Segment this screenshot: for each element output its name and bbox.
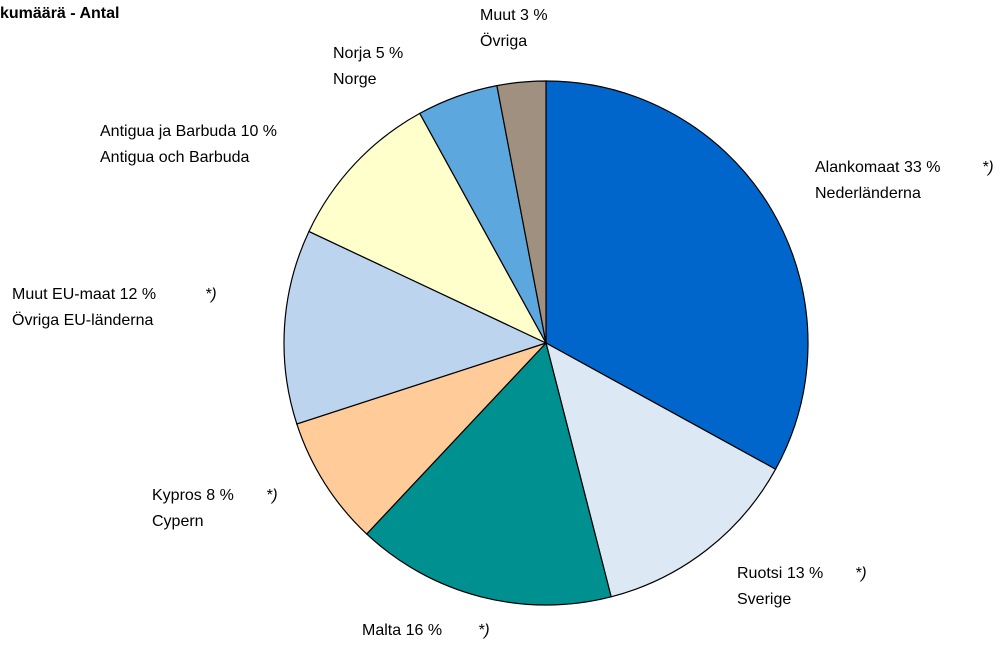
- pie-slice: [296, 342, 547, 535]
- slice-label: Norja 5 %: [333, 45, 403, 62]
- slice-label-sv: Sverige: [737, 591, 791, 608]
- slice-label: Alankomaat 33 %: [815, 159, 940, 176]
- value-label: 16 %: [406, 622, 442, 639]
- category-name: Kypros: [152, 487, 202, 504]
- slice-label-sv: Nederländerna: [815, 185, 921, 202]
- category-name: Norja: [333, 45, 371, 62]
- pie-slice: [283, 230, 548, 425]
- slice-label: Muut 3 %: [480, 7, 548, 24]
- note-marker: *): [478, 622, 490, 639]
- slice-label: Muut EU-maat 12 %: [12, 286, 156, 303]
- slice-label: Ruotsi 13 %: [737, 565, 823, 582]
- value-label: 12 %: [120, 286, 156, 303]
- pie-slice: [308, 112, 548, 345]
- category-name: Muut: [480, 7, 516, 24]
- category-name: Antigua ja Barbuda: [100, 123, 236, 140]
- note-marker: *): [855, 565, 867, 582]
- slice-label-sv: Norge: [333, 71, 377, 88]
- slice-label: Kypros 8 %: [152, 487, 234, 504]
- note-marker: *): [205, 286, 217, 303]
- category-name: Alankomaat: [815, 159, 900, 176]
- chart-title: kumäärä - Antal: [0, 5, 119, 22]
- value-label: 3 %: [520, 7, 548, 24]
- pie-slice: [496, 80, 547, 344]
- slice-label: Antigua ja Barbuda 10 %: [100, 123, 277, 140]
- value-label: 33 %: [904, 159, 940, 176]
- note-marker: *): [982, 159, 994, 176]
- category-name: Malta: [362, 622, 401, 639]
- category-name: Ruotsi: [737, 565, 782, 582]
- pie-slice: [365, 341, 612, 606]
- category-name: Muut EU-maat: [12, 286, 116, 303]
- slice-label-sv: Övriga EU-länderna: [12, 311, 154, 329]
- pie-slice: [545, 80, 809, 471]
- value-label: 13 %: [787, 565, 823, 582]
- value-label: 5 %: [376, 45, 404, 62]
- value-label: 10 %: [241, 123, 277, 140]
- pie-slice: [545, 341, 777, 598]
- slice-label: Malta 16 %: [362, 622, 442, 639]
- slice-label-sv: Antigua och Barbuda: [100, 149, 250, 166]
- value-label: 8 %: [206, 487, 234, 504]
- slice-label-sv: Övriga: [480, 32, 527, 50]
- slice-label-sv: Cypern: [152, 513, 204, 530]
- note-marker: *): [266, 487, 278, 504]
